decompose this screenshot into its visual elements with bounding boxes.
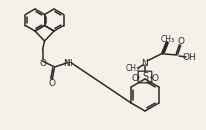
Text: S: S xyxy=(141,72,147,82)
FancyBboxPatch shape xyxy=(138,71,151,83)
Text: CH₃: CH₃ xyxy=(125,63,139,73)
Text: O: O xyxy=(39,58,46,67)
Text: O: O xyxy=(177,37,184,45)
Text: O: O xyxy=(151,73,158,83)
Text: H: H xyxy=(66,58,72,67)
Text: O: O xyxy=(48,79,55,87)
Text: N: N xyxy=(63,58,70,67)
Text: CH₃: CH₃ xyxy=(160,34,174,44)
Text: OH: OH xyxy=(181,53,195,61)
Text: O: O xyxy=(131,73,138,83)
Text: N: N xyxy=(141,58,148,67)
